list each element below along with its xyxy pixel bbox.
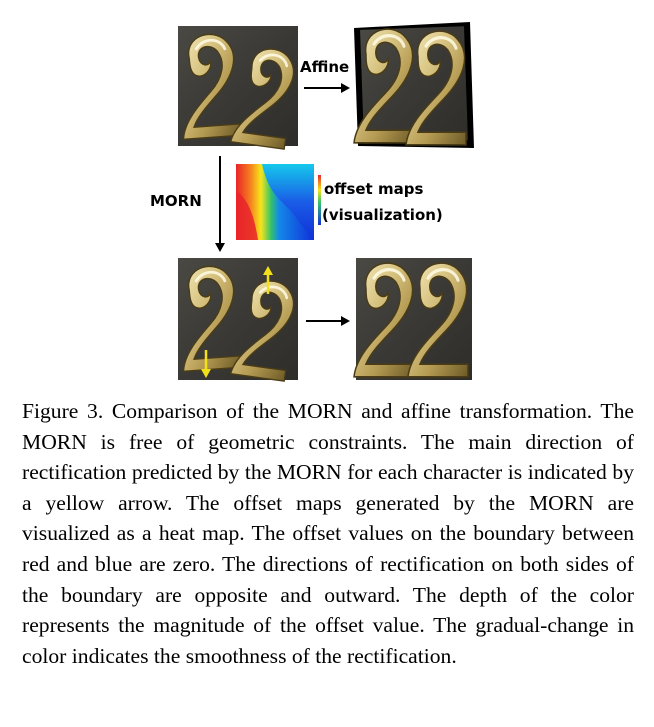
caption-text: Figure 3. Comparison of the MORN and aff… — [22, 399, 634, 668]
offset-heat-map — [236, 164, 314, 240]
morn-input-image — [174, 258, 300, 383]
original-image — [174, 26, 300, 151]
affine-result-image — [352, 22, 474, 148]
heat-color-bar — [318, 175, 321, 225]
yellow-arrow-up-icon — [263, 266, 273, 294]
morn-arrow — [215, 156, 225, 252]
morn-result-image — [352, 258, 472, 380]
affine-label: Affine — [300, 58, 349, 76]
figure-3: Affine MORN offset maps (visualization) — [150, 22, 474, 383]
yellow-arrow-down-icon — [201, 350, 211, 378]
visualization-label: (visualization) — [322, 206, 443, 224]
figure-caption: Figure 3. Comparison of the MORN and aff… — [22, 396, 634, 671]
affine-arrow — [304, 83, 350, 93]
morn-label: MORN — [150, 192, 202, 210]
offset-maps-label: offset maps — [324, 180, 423, 198]
rectify-arrow — [306, 316, 350, 326]
